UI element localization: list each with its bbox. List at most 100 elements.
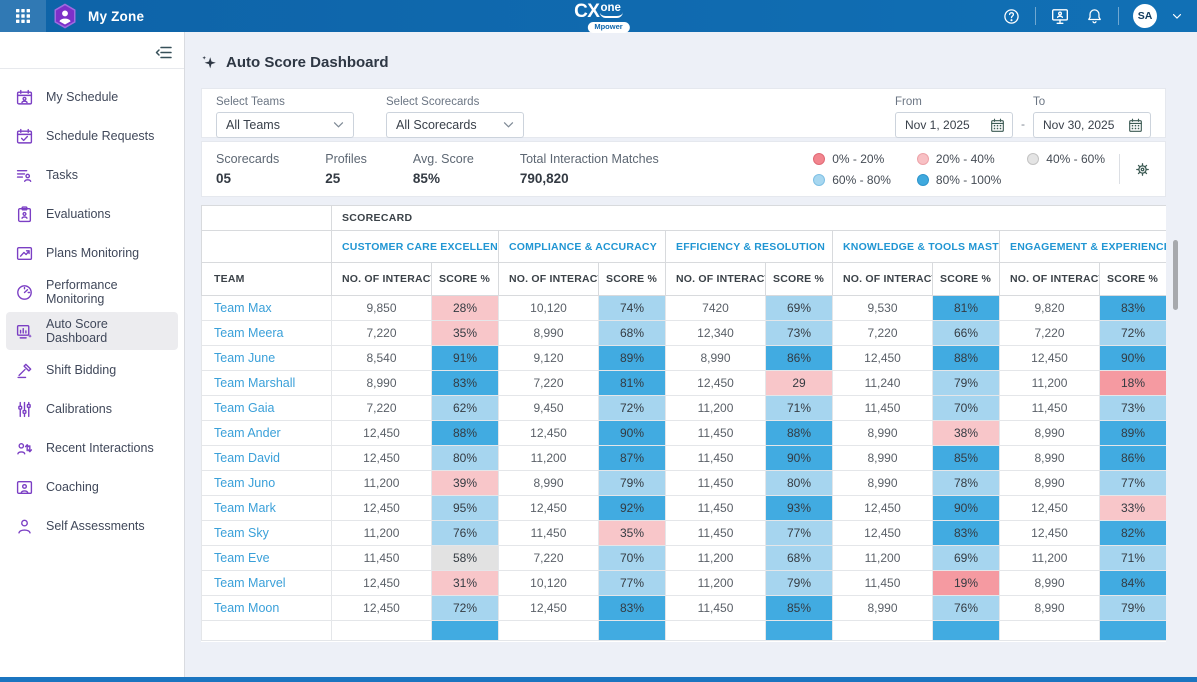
from-date-input[interactable]: Nov 1, 2025 [895,112,1013,138]
score-cell: 19% [932,570,1000,596]
tasks-icon [16,167,33,184]
to-date-input[interactable]: Nov 30, 2025 [1033,112,1151,138]
interactions-cell: 8,990 [665,345,766,371]
score-column-header[interactable]: SCORE % [431,262,499,296]
user-menu-button[interactable] [1171,6,1183,26]
scorecard-group-header: SCORECARD [330,205,1166,231]
team-link[interactable]: Team Gaia [201,395,332,421]
table-row: Team Meera 7,220 35% 8,990 68% 12,340 73% 7,220… [201,320,1166,346]
scorecard-column-header[interactable]: COMPLIANCE & ACCURACY [498,230,666,263]
interactions-column-header[interactable]: NO. OF INTERACTI... [665,262,766,296]
interactions-cell: 11,450 [665,445,766,471]
interactions-cell: 11,450 [665,470,766,496]
from-date-value: Nov 1, 2025 [905,118,970,132]
interactions-cell: 7420 [665,295,766,321]
sidebar-item-coaching[interactable]: Coaching [6,468,178,506]
help-button[interactable] [1001,6,1021,26]
interactions-column-header[interactable]: NO. OF INTERACTI... [331,262,432,296]
interactions-column-header[interactable]: NO. OF INTERACTI... [832,262,933,296]
score-column-header[interactable]: SCORE % [932,262,1000,296]
stat-scorecards: Scorecards 05 [216,152,279,186]
interactions-column-header[interactable]: NO. OF INTERACTI... [498,262,599,296]
sidebar-item-schedule-requests[interactable]: Schedule Requests [6,117,178,155]
app-launcher-button[interactable] [0,0,46,32]
teams-select[interactable]: All Teams [216,112,354,138]
sidebar-item-my-schedule[interactable]: My Schedule [6,78,178,116]
score-cell: 39% [431,470,499,496]
team-link[interactable]: Team Meera [201,320,332,346]
interactions-cell: 9,120 [498,345,599,371]
score-cell: 83% [431,370,499,396]
vertical-scrollbar-thumb[interactable] [1173,240,1178,310]
stat-label: Profiles [325,152,367,166]
score-cell: 86% [765,345,833,371]
notifications-button[interactable] [1084,6,1104,26]
help-icon [1003,8,1019,24]
sidebar-item-self-assessments[interactable]: Self Assessments [6,507,178,545]
team-link[interactable]: Team Moon [201,595,332,621]
user-avatar[interactable]: SA [1133,4,1157,28]
team-link[interactable]: Team Sky [201,520,332,546]
legend-item-40-60-[interactable]: 40% - 60% [1027,152,1105,166]
sidebar-item-tasks[interactable]: Tasks [6,156,178,194]
legend-item-80-100-[interactable]: 80% - 100% [916,173,1001,187]
team-link[interactable]: Team Marshall [201,370,332,396]
interactions-cell: 8,990 [832,420,933,446]
collapse-sidebar-icon [155,46,172,58]
interactions-cell: 8,990 [331,370,432,396]
sidebar-item-recent-interactions[interactable]: Recent Interactions [6,429,178,467]
legend-item-60-80-[interactable]: 60% - 80% [813,173,891,187]
score-cell: 72% [598,395,666,421]
legend-item-20-40-[interactable]: 20% - 40% [916,152,1001,166]
team-link[interactable]: Team David [201,445,332,471]
score-cell: 71% [765,395,833,421]
sidebar-item-shift-bidding[interactable]: Shift Bidding [6,351,178,389]
legend-item-0-20-[interactable]: 0% - 20% [813,152,891,166]
interactions-column-header[interactable]: NO. OF INTERACTI... [999,262,1100,296]
score-cell: 90% [598,420,666,446]
score-column-header[interactable]: SCORE % [1098,262,1166,296]
interactions-cell: 8,990 [498,470,599,496]
team-link[interactable]: Team Marvel [201,570,332,596]
sidebar-item-auto-score-dashboard[interactable]: Auto Score Dashboard [6,312,178,350]
interactions-cell: 12,450 [999,520,1100,546]
sidebar-collapse-button[interactable] [155,45,172,60]
evaluations-icon [16,205,33,223]
score-cell: 70% [598,545,666,571]
stat-label: Scorecards [216,152,280,166]
sidebar-item-performance-monitoring[interactable]: Performance Monitoring [6,273,178,311]
stat-value: 85% [412,171,440,186]
auto-score-dashboard-icon [16,323,33,340]
team-link[interactable]: Team Juno [201,470,332,496]
team-link[interactable]: Team June [201,345,332,371]
interactions-cell: 12,450 [331,445,432,471]
coaching-icon [16,479,33,496]
screen-share-button[interactable] [1050,6,1070,26]
sidebar-item-evaluations[interactable]: Evaluations [6,195,178,233]
sidebar-item-label: Evaluations [46,207,111,221]
score-column-header[interactable]: SCORE % [765,262,833,296]
scorecard-column-header[interactable]: EFFICIENCY & RESOLUTION [665,230,833,263]
scorecard-column-header[interactable]: CUSTOMER CARE EXCELLENCE [331,230,499,263]
interactions-cell: 8,990 [498,320,599,346]
sidebar-item-label: Coaching [46,480,99,494]
scorecard-column-header[interactable]: KNOWLEDGE & TOOLS MASTERY... [832,230,1000,263]
team-link[interactable]: Team Ander [201,420,332,446]
team-link[interactable]: Team Max [201,295,332,321]
sidebar-item-calibrations[interactable]: Calibrations [6,390,178,428]
team-link[interactable]: Team Eve [201,545,332,571]
calendar-icon[interactable] [1128,118,1143,133]
sidebar-item-label: Performance Monitoring [46,278,118,306]
chevron-down-icon [503,122,514,128]
sidebar-item-label: Schedule Requests [46,129,155,143]
score-cell: 89% [598,345,666,371]
scorecards-select[interactable]: All Scorecards [386,112,524,138]
team-link[interactable]: Team Mark [201,495,332,521]
score-column-header[interactable]: SCORE % [598,262,666,296]
table-row: Team Eve 11,450 58% 7,220 70% 11,200 68% 11,200… [201,545,1166,571]
table-settings-button[interactable] [1134,161,1151,178]
sidebar-item-plans-monitoring[interactable]: Plans Monitoring [6,234,178,272]
my-schedule-icon [16,89,33,106]
scorecard-column-header[interactable]: ENGAGEMENT & EXPERIENCE [998,230,1166,263]
calendar-icon[interactable] [990,118,1005,133]
